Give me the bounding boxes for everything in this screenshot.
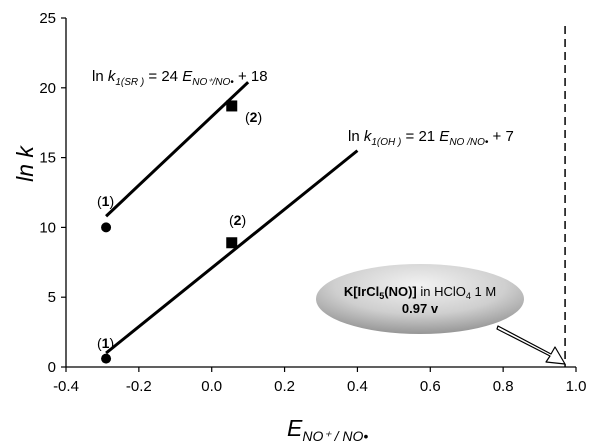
x-axis-title: ENO⁺ / NO• (287, 415, 368, 443)
data-point-circle (101, 222, 112, 233)
y-axis-title: ln k (12, 145, 38, 182)
x-tick-label: -0.4 (53, 378, 79, 395)
callout-arrow (496, 325, 566, 365)
y-tick-label: 5 (48, 289, 56, 306)
callout-bubble (316, 264, 524, 334)
y-ticks: 0 5 10 15 20 25 (39, 10, 66, 376)
equation-label-oh: ln k1(OH ) = 21 ENO /NO• + 7 (348, 128, 514, 148)
axes (65, 18, 576, 368)
callout-line1: K[IrCl5(NO)] in HClO4 1 M (344, 284, 496, 301)
y-tick-label: 20 (39, 80, 56, 97)
x-tick-label: 1.0 (566, 378, 587, 395)
x-tick-label: 0.4 (347, 378, 368, 395)
x-axis-title-main: E (287, 415, 303, 441)
y-tick-label: 0 (48, 359, 56, 376)
point-label-sr-1: (1) (97, 193, 114, 209)
x-tick-label: 0.2 (274, 378, 295, 395)
x-ticks: -0.4 -0.2 0.0 0.2 0.4 0.6 0.8 1.0 (53, 367, 586, 395)
y-tick-label: 10 (39, 219, 56, 236)
data-point-circle (101, 353, 112, 364)
x-tick-label: 0.8 (493, 378, 514, 395)
callout: K[IrCl5(NO)] in HClO4 1 M 0.97 v (316, 264, 566, 365)
x-axis-title-sub: NO⁺ / NO• (302, 428, 368, 443)
x-tick-label: 0.0 (201, 378, 222, 395)
x-tick-label: 0.6 (420, 378, 441, 395)
point-label-oh-2: (2) (229, 212, 246, 228)
series-layer (101, 81, 359, 364)
fit-line-oh (105, 149, 359, 355)
y-tick-label: 25 (39, 10, 56, 27)
fit-line-sr (105, 81, 250, 218)
data-point-square (226, 100, 238, 112)
callout-line2: 0.97 v (402, 301, 439, 316)
point-label-sr-2: (2) (245, 109, 262, 125)
equation-label-sr: ln k1(SR ) = 24 ENO⁺/NO• + 18 (92, 68, 268, 88)
data-point-square (226, 237, 238, 249)
y-tick-label: 15 (39, 150, 56, 167)
x-tick-label: -0.2 (126, 378, 152, 395)
point-label-oh-1: (1) (97, 335, 114, 351)
